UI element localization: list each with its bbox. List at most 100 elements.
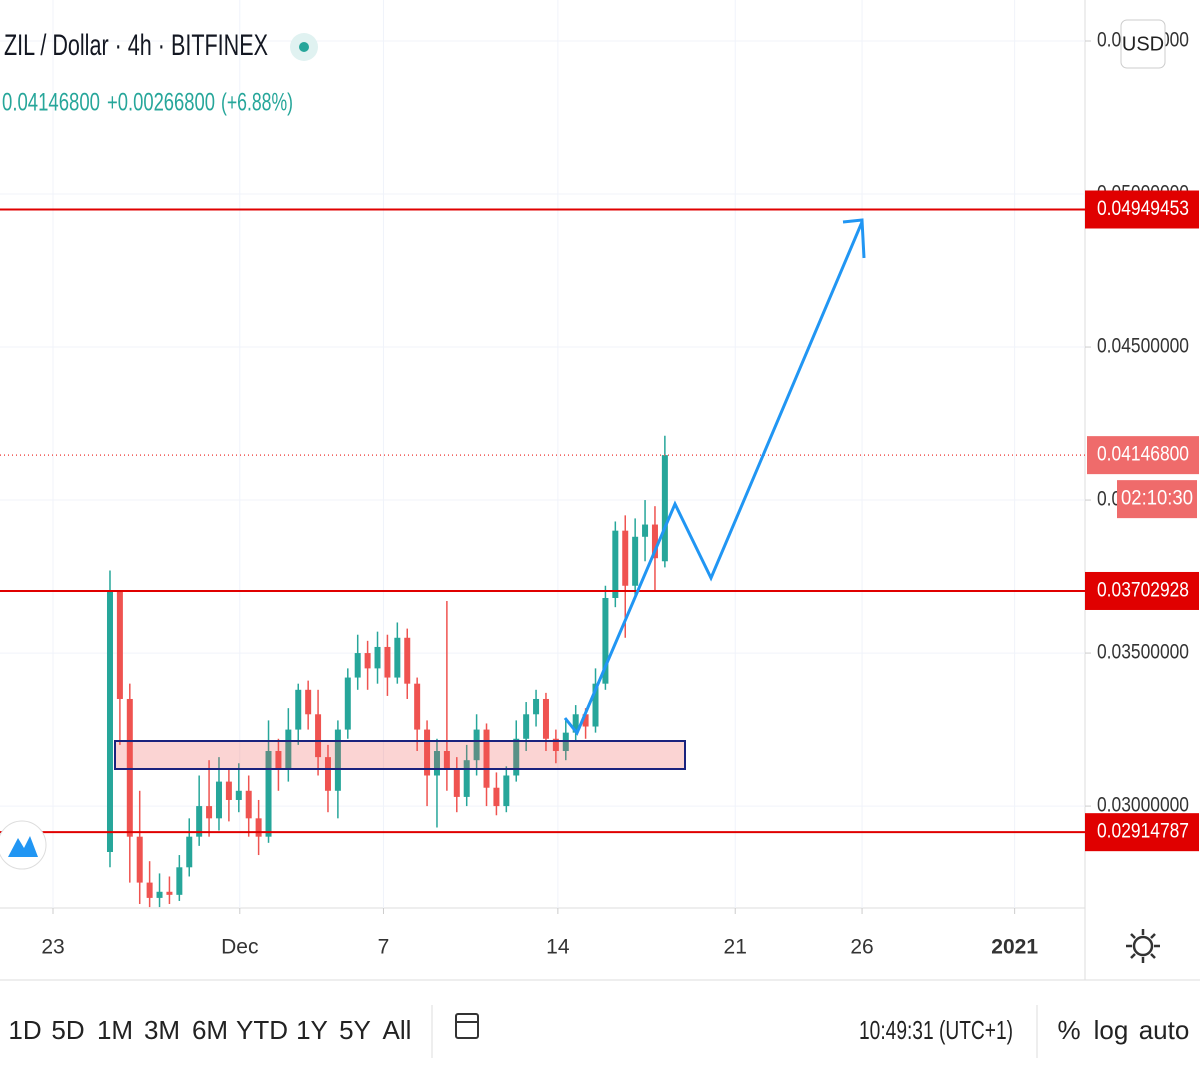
candle-body	[344, 677, 351, 730]
clock: 10:49:31 (UTC+1)	[859, 1015, 1013, 1045]
auto-toggle[interactable]: auto	[1139, 1015, 1190, 1045]
level-label-box	[1085, 190, 1199, 229]
range-button[interactable]: 1Y	[296, 1015, 328, 1045]
candle-body	[324, 757, 331, 791]
candle-body	[126, 698, 133, 837]
candle-body	[305, 689, 312, 715]
candle-body	[225, 781, 232, 800]
symbol-title: ZIL / Dollar · 4h · BITFINEX	[4, 29, 268, 62]
x-tick-label: 26	[850, 936, 873, 959]
candle-body	[315, 714, 322, 758]
plot	[0, 0, 1085, 908]
settings-icon[interactable]	[1132, 935, 1154, 957]
candle-body	[166, 891, 173, 895]
candle-body	[661, 455, 668, 562]
candle-body	[334, 729, 341, 791]
logo-icon	[8, 836, 38, 857]
range-button[interactable]: 1M	[97, 1015, 133, 1045]
price-label-box	[1087, 436, 1199, 475]
candle-body	[651, 524, 658, 559]
candle-body	[443, 751, 450, 770]
candle-body	[374, 646, 381, 669]
date-range-icon[interactable]	[455, 1013, 479, 1039]
x-tick-label: 2021	[991, 936, 1038, 959]
candle-body	[186, 836, 193, 868]
candle-body	[424, 729, 431, 776]
candle-body	[602, 597, 609, 684]
candle-body	[414, 683, 421, 730]
candle-body	[513, 738, 520, 776]
candle-body	[572, 714, 579, 733]
candle-body	[295, 689, 302, 730]
candle-body	[473, 729, 480, 761]
range-button[interactable]: 3M	[144, 1015, 180, 1045]
candle-body	[394, 637, 401, 678]
log-toggle[interactable]: log	[1094, 1015, 1129, 1045]
candle-body	[275, 751, 282, 770]
candle-body	[533, 698, 540, 715]
range-button[interactable]: 6M	[192, 1015, 228, 1045]
candle-body	[265, 751, 272, 837]
level-label-box	[1085, 813, 1199, 852]
candle-body	[354, 653, 361, 678]
candle-body	[453, 769, 460, 797]
candle-body	[612, 530, 619, 598]
range-button[interactable]: YTD	[236, 1015, 288, 1045]
candle-body	[384, 646, 391, 678]
level-label: 0.02914787	[1097, 820, 1189, 843]
percent-toggle[interactable]: %	[1057, 1015, 1080, 1045]
x-tick-label: 14	[546, 936, 570, 959]
countdown-box	[1117, 480, 1197, 519]
level-label: 0.03702928	[1097, 579, 1189, 602]
range-button[interactable]: 5Y	[339, 1015, 371, 1045]
last-price: 0.04146800	[2, 89, 100, 117]
candle-body	[503, 775, 510, 807]
candle-body	[642, 524, 649, 537]
candle-body	[235, 790, 242, 800]
logo-badge[interactable]	[0, 820, 47, 870]
currency-button[interactable]	[1120, 19, 1166, 69]
y-tick-label: 0.03500000	[1097, 641, 1189, 664]
candle-body	[176, 867, 183, 895]
candle-body	[255, 818, 262, 837]
candle-body	[146, 882, 153, 898]
axis-labels: 0.030000000.035000000.040000000.04500000…	[41, 29, 1199, 959]
candle-body	[622, 530, 629, 586]
projection-arrow	[563, 221, 864, 736]
arrow-head	[842, 218, 866, 259]
candle-body	[523, 714, 530, 739]
candle-body	[285, 729, 292, 770]
candle-body	[582, 714, 589, 727]
candle-body	[463, 760, 470, 797]
x-tick-label: 23	[41, 936, 64, 959]
candle-body	[552, 738, 559, 752]
countdown: 02:10:30	[1121, 487, 1193, 510]
candle-body	[542, 698, 549, 739]
level-label: 0.04949453	[1097, 197, 1189, 220]
currency-label[interactable]: USD	[1122, 33, 1164, 55]
y-tick-label: 0.03000000	[1097, 794, 1189, 817]
candle-body	[592, 683, 599, 727]
x-tick-label: 7	[378, 936, 390, 959]
candle-body	[632, 536, 639, 586]
candle-body	[116, 591, 123, 699]
zone-rectangle	[114, 740, 686, 770]
candle-body	[206, 806, 213, 819]
candle-body	[483, 729, 490, 788]
candle-body	[245, 790, 252, 819]
x-tick-label: 21	[724, 936, 747, 959]
candle-body	[106, 591, 113, 852]
price-change-pct: (+6.88%)	[221, 89, 293, 117]
status-dot	[299, 42, 309, 52]
range-button[interactable]: 5D	[51, 1015, 84, 1045]
candle-body	[433, 751, 440, 776]
candle-body	[196, 806, 203, 837]
range-button[interactable]: 1D	[8, 1015, 41, 1045]
candle-body	[156, 891, 163, 898]
candle-body	[215, 781, 222, 819]
range-button[interactable]: All	[383, 1015, 412, 1045]
y-tick-label: 0.04500000	[1097, 335, 1189, 358]
